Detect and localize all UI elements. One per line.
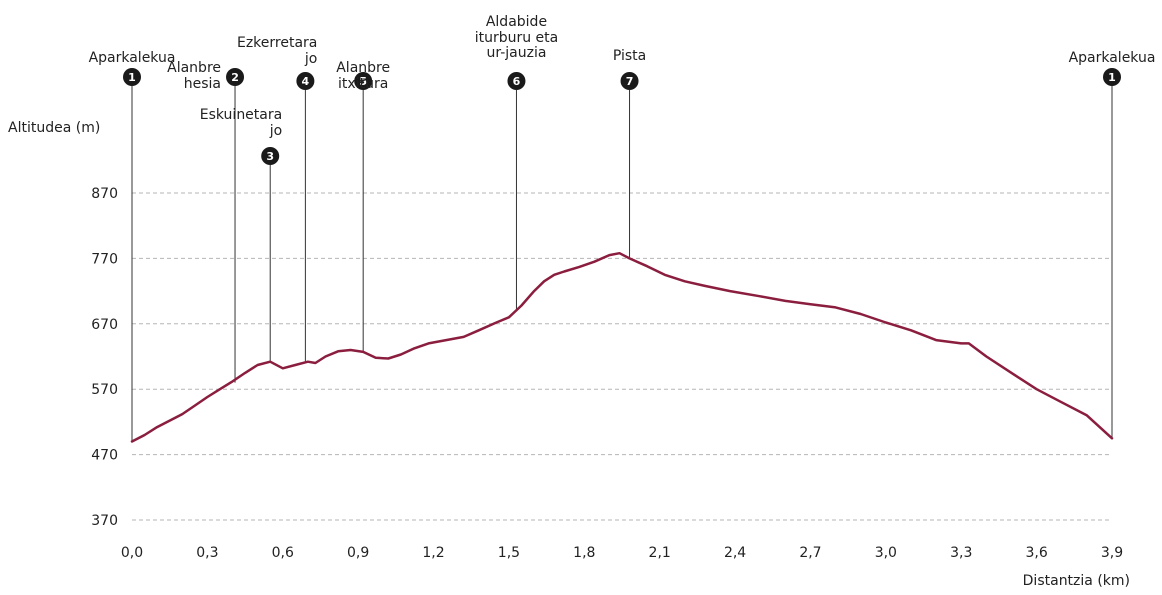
x-axis-title: Distantzia (km) [1023, 573, 1130, 589]
y-tick-label: 370 [91, 513, 118, 529]
y-axis-ticks: 370 470 570 670 770 870 [91, 186, 118, 529]
waypoint-number: 4 [302, 75, 310, 88]
x-tick-label: 0,6 [272, 545, 294, 561]
x-tick-label: 3,9 [1101, 545, 1123, 561]
x-axis-ticks: 0,0 0,3 0,6 0,9 1,2 1,5 1,8 2,1 2,4 2,7 3,0 3,3 3,6 3… [121, 545, 1123, 561]
y-tick-label: 470 [91, 448, 118, 464]
waypoint-label: Aldabide [486, 14, 547, 30]
x-tick-label: 0,0 [121, 545, 143, 561]
elevation-profile-line [130, 251, 1114, 443]
waypoint-lines [131, 86, 1113, 442]
waypoint-label: iturburu eta [475, 30, 559, 46]
waypoint-label: Aparkalekua [1069, 50, 1156, 66]
waypoint-circle [226, 68, 245, 86]
x-tick-label: 3,3 [950, 545, 972, 561]
waypoint-number: 3 [266, 150, 274, 163]
waypoint-number: 2 [231, 71, 239, 84]
x-tick-label: 2,7 [799, 545, 821, 561]
waypoint-number: 6 [513, 75, 521, 88]
waypoint-label: itxitura [338, 76, 388, 92]
x-tick-label: 2,4 [724, 545, 746, 561]
waypoint-circle [1103, 68, 1121, 86]
x-tick-label: 0,9 [347, 545, 369, 561]
waypoint-label: Ezkerretara [237, 35, 317, 51]
waypoint-circle [507, 72, 526, 90]
x-tick-label: 3,0 [875, 545, 897, 561]
waypoint-number: 1 [1108, 71, 1116, 84]
x-tick-label: 1,8 [573, 545, 595, 561]
waypoint-circle [620, 72, 639, 90]
waypoint-label: jo [269, 123, 282, 139]
x-tick-label: 0,3 [196, 545, 218, 561]
waypoint-number: 5 [359, 75, 367, 88]
waypoint-label: Eskuinetara [200, 107, 282, 123]
waypoint-marker: 1 Aparkalekua [1069, 50, 1156, 86]
y-tick-label: 770 [91, 251, 118, 267]
waypoint-circle [296, 72, 315, 90]
waypoint-label: Alanbre [167, 60, 221, 76]
grid-lines [132, 192, 1112, 521]
y-tick-label: 670 [91, 317, 118, 333]
y-tick-label: 870 [91, 186, 118, 202]
waypoint-number: 7 [626, 75, 634, 88]
waypoint-label: jo [304, 51, 317, 67]
waypoint-label: Aparkalekua [89, 50, 176, 66]
waypoint-label: hesia [184, 76, 221, 92]
waypoint-marker: 1 Aparkalekua [89, 50, 176, 86]
waypoint-label: Alanbre [336, 60, 390, 76]
waypoint-circle [354, 72, 373, 90]
x-tick-label: 1,2 [422, 545, 444, 561]
waypoint-label: Pista [613, 48, 646, 64]
x-tick-label: 2,1 [649, 545, 671, 561]
waypoint-circle [123, 68, 141, 86]
x-tick-label: 3,6 [1025, 545, 1047, 561]
waypoints: 1Aparkalekua2Alanbrehesia3Eskuinetarajo4… [89, 14, 1156, 165]
waypoint-circle [261, 147, 280, 165]
waypoint-marker: 7 Pista [613, 48, 646, 90]
y-tick-label: 570 [91, 382, 118, 398]
waypoint-label: ur-jauzia [486, 45, 546, 61]
y-axis-title: Altitudea (m) [8, 120, 100, 136]
x-tick-label: 1,5 [498, 545, 520, 561]
waypoint-number: 1 [128, 71, 136, 84]
